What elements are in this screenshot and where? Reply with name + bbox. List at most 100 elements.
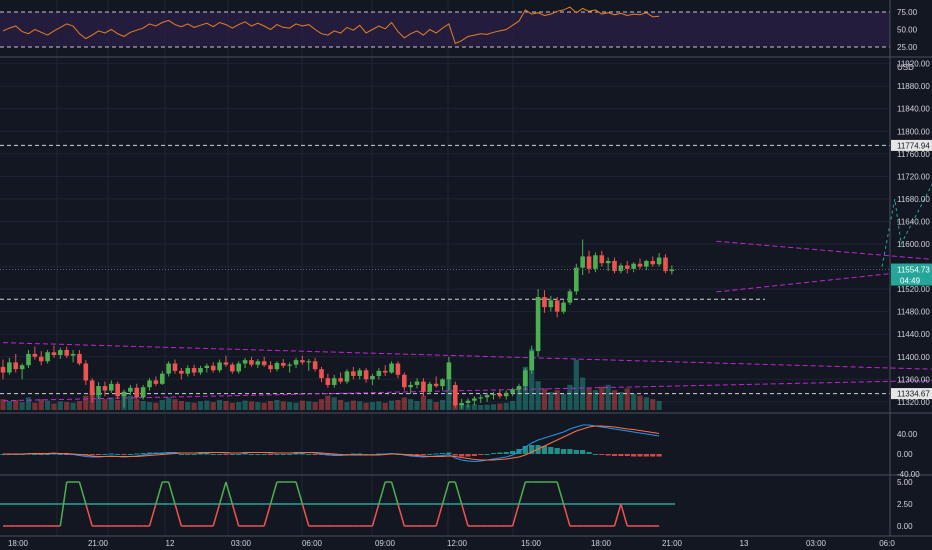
triangle-boundary-line[interactable]: [2, 342, 932, 377]
candle-body: [185, 368, 191, 374]
candle-body: [166, 363, 171, 374]
rsi-guides: [0, 11, 890, 48]
macd-histogram-bar: [599, 454, 605, 455]
candle-body: [503, 392, 509, 397]
volume-bar: [76, 401, 83, 410]
volume-bar: [420, 395, 427, 410]
oscillator-pane[interactable]: [0, 481, 675, 527]
candlesticks: [0, 239, 675, 409]
price-tick-label: 11600.00: [897, 240, 930, 249]
candle-body: [96, 386, 101, 396]
candle-body: [89, 380, 95, 396]
candle-body: [121, 391, 127, 397]
horizontal-levels[interactable]: [0, 144, 890, 395]
candle-body: [446, 362, 452, 380]
time-axis[interactable]: 18:00 21:00 12 03:00 06:00 09:00 12:00 15:00 18:…: [8, 539, 895, 548]
time-tick-label: 13: [740, 539, 749, 548]
volume-bar: [134, 399, 140, 410]
time-tick-label: 18:00: [591, 539, 612, 548]
candle-body: [140, 387, 146, 398]
oscillator-axis[interactable]: 5.00 2.50 0.00: [897, 478, 913, 531]
volume-bar: [25, 397, 32, 410]
time-tick-label: 21:00: [88, 539, 109, 548]
candle-body: [102, 386, 108, 391]
candle-body: [561, 302, 566, 312]
macd-histogram-bar: [478, 454, 484, 455]
volume-bar: [0, 399, 6, 410]
oscillator-segment: [518, 481, 527, 505]
triangle-boundary-line[interactable]: [716, 264, 932, 293]
macd-histogram-bar: [529, 445, 535, 454]
volume-bar: [44, 400, 51, 410]
volume-bar: [529, 348, 535, 410]
level-tag-low: 11334.67: [891, 388, 932, 400]
triangle-boundary-line[interactable]: [2, 375, 932, 402]
rsi-axis[interactable]: 75.00 50.00 25.00: [897, 8, 918, 52]
candle-body: [529, 351, 535, 371]
macd-histogram-bar: [548, 447, 554, 454]
macd-histogram-bar: [216, 454, 223, 455]
candle-body: [484, 395, 490, 398]
macd-histogram-bar: [465, 454, 471, 457]
candle-body: [663, 257, 668, 272]
macd-histogram-bar: [267, 454, 274, 455]
macd-axis[interactable]: 40.00 0.00 -40.00: [897, 430, 920, 479]
macd-histogram-bar: [484, 454, 490, 455]
volume-bar: [248, 401, 255, 410]
macd-histogram-bar: [439, 453, 446, 454]
volume-bar: [656, 401, 662, 410]
candle-body: [331, 378, 337, 385]
current-price-label: 11554.73: [897, 266, 930, 275]
candle-body: [516, 386, 522, 390]
price-tick-label: 11320.00: [897, 398, 930, 407]
volume-bar: [433, 402, 439, 410]
rsi-pane[interactable]: [0, 6, 890, 48]
macd-histogram-bar: [178, 454, 184, 455]
candle-body: [612, 260, 617, 272]
macd-histogram-bar: [452, 454, 458, 456]
volume-bar: [223, 401, 229, 410]
macd-histogram-bar: [459, 454, 465, 457]
volume-bar: [388, 400, 395, 410]
candle-body: [242, 360, 248, 364]
volume-bar: [178, 401, 184, 410]
macd-histogram-bar: [420, 454, 427, 455]
price-tick-label: 11480.00: [897, 308, 930, 317]
macd-histogram-bar: [127, 454, 133, 455]
triangle-boundary-line[interactable]: [716, 240, 932, 264]
triangle-patterns[interactable]: [2, 240, 932, 402]
countdown-label: 04:49: [900, 277, 921, 286]
macd-histogram-bar: [248, 454, 255, 455]
candle-body: [204, 365, 210, 369]
candle-body: [548, 300, 554, 308]
oscillator-segment: [397, 503, 406, 527]
macd-histogram-bar: [115, 454, 121, 455]
candle-body: [586, 256, 592, 269]
volume-bar: [567, 384, 573, 410]
candle-body: [344, 371, 350, 382]
candle-body: [230, 364, 235, 372]
volume-bar: [51, 403, 57, 410]
candle-body: [427, 383, 433, 392]
candle-body: [414, 381, 420, 385]
macd-histogram-bar: [242, 453, 248, 455]
macd-histogram-bar: [497, 452, 503, 454]
time-tick-label: 09:00: [375, 539, 396, 548]
candle-body: [618, 265, 624, 272]
volume-bar: [261, 402, 267, 410]
macd-pane[interactable]: [0, 424, 662, 463]
oscillator-segment: [174, 503, 183, 527]
volume-bar: [637, 395, 643, 410]
projection-path[interactable]: [881, 72, 932, 267]
price-tick-label: 11640.00: [897, 217, 930, 226]
macd-histogram-bar: [624, 454, 630, 456]
oscillator-segment: [460, 503, 469, 527]
oscillator-tick-label: 2.50: [897, 500, 913, 509]
macd-histogram-bar: [433, 453, 439, 455]
time-tick-label: 06:0: [879, 539, 895, 548]
volume-bar: [64, 402, 70, 410]
time-tick-label: 18:00: [8, 539, 29, 548]
candle-body: [599, 255, 605, 264]
candle-body: [376, 370, 382, 376]
